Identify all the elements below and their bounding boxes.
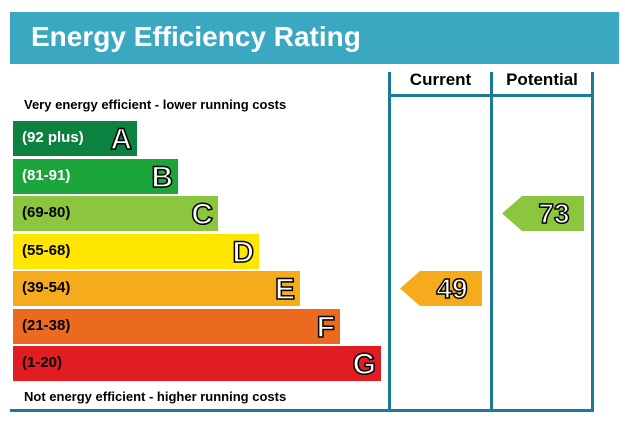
title-bar: Energy Efficiency Rating — [10, 12, 619, 64]
potential-rating-arrow-shape — [502, 196, 584, 231]
band-range-label: (55-68) — [22, 241, 71, 259]
band-letter: A — [110, 122, 133, 157]
bottom-caption: Not energy efficient - higher running co… — [24, 389, 287, 404]
band-f: (21-38) F — [13, 308, 340, 345]
band-b: (81-91) B — [13, 158, 178, 195]
band-range-label: (21-38) — [22, 316, 71, 334]
header-divider-line — [388, 94, 594, 97]
frame-left-line — [388, 72, 391, 412]
current-rating-arrow-value: 49 — [436, 272, 469, 305]
frame-middle-line — [490, 72, 493, 412]
band-range-label: (81-91) — [22, 166, 71, 184]
potential-rating-arrow-value: 73 — [538, 197, 571, 230]
current-column-header: Current — [409, 70, 472, 89]
band-letter: F — [316, 310, 336, 345]
band-letter: D — [232, 235, 255, 270]
band-range-label: (69-80) — [22, 204, 71, 221]
band-letter: G — [352, 347, 377, 382]
frame-right-line — [591, 72, 594, 412]
band-e: (39-54) E — [13, 271, 300, 307]
frame-bottom-line — [10, 409, 594, 412]
page-title: Energy Efficiency Rating — [31, 21, 361, 52]
band-range-label: (39-54) — [22, 279, 71, 296]
band-d: (55-68) D — [13, 233, 259, 270]
band-letter: B — [151, 160, 174, 195]
current-rating-arrow: 49 — [400, 271, 482, 306]
band-a: (92 plus) A — [13, 121, 137, 157]
band-g: (1-20) G — [13, 346, 381, 382]
band-letter: C — [191, 197, 214, 232]
band-letter: E — [274, 272, 296, 307]
band-c: (69-80) C — [13, 196, 218, 232]
band-range-label: (1-20) — [22, 354, 63, 371]
potential-column-header: Potential — [506, 70, 578, 89]
current-rating-arrow-shape — [400, 271, 482, 306]
band-range-label: (92 plus) — [22, 129, 84, 146]
top-caption: Very energy efficient - lower running co… — [24, 97, 287, 112]
potential-rating-arrow: 73 — [502, 196, 584, 231]
